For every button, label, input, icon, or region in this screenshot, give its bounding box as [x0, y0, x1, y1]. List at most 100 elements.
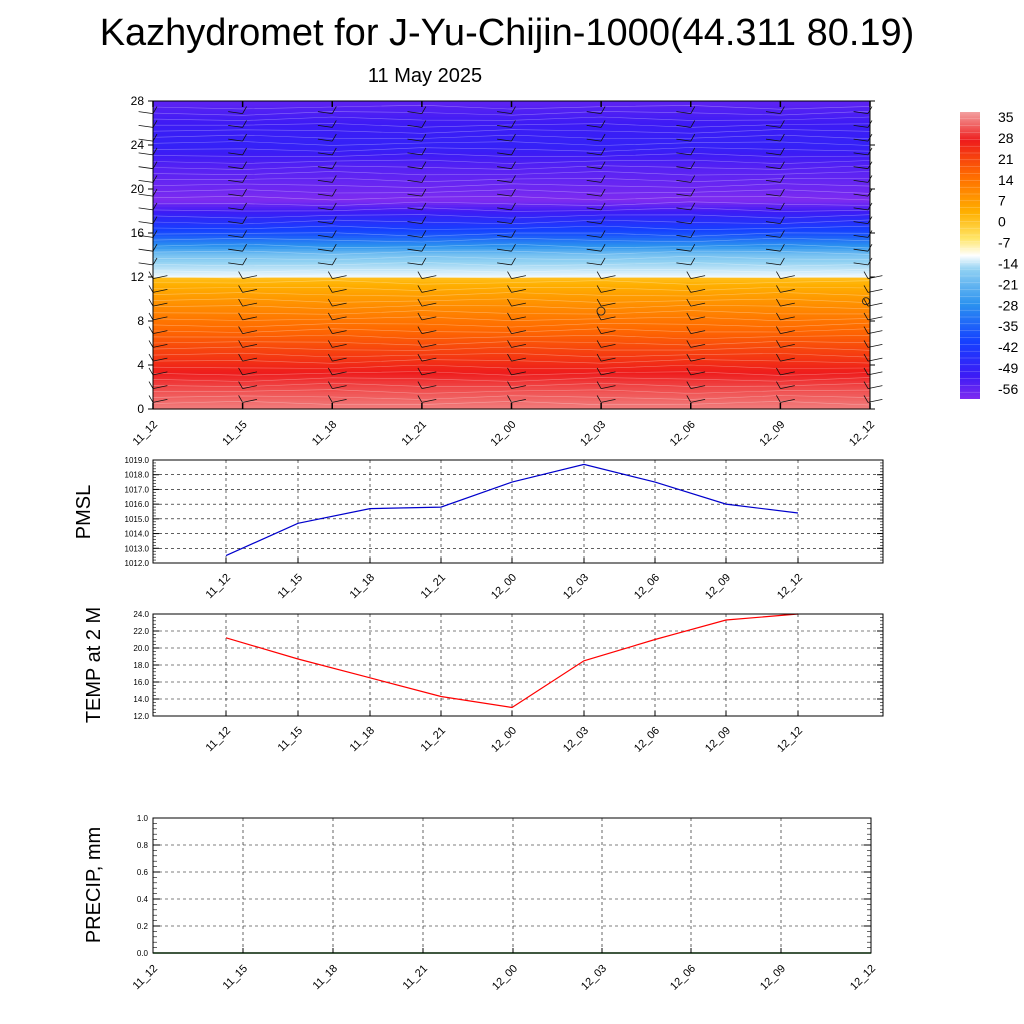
y-tick-label: 0.8	[137, 841, 149, 850]
colorbar-label: -42	[998, 339, 1018, 355]
wind-barb-flag	[686, 298, 692, 307]
wind-barb	[586, 152, 602, 156]
wind-barb	[317, 235, 333, 238]
temperature-contour	[152, 189, 871, 194]
wind-barb	[690, 275, 706, 279]
temperature-band	[153, 241, 870, 245]
temperature-band	[153, 224, 870, 227]
wind-barb	[690, 330, 706, 334]
temperature-band	[153, 378, 870, 381]
temperature-contour	[152, 232, 871, 237]
wind-barb	[601, 399, 616, 403]
wind-barb	[228, 138, 243, 142]
temperature-band	[153, 211, 870, 214]
wind-barb-flag	[238, 395, 243, 403]
wind-barb	[765, 221, 781, 224]
wind-barb-flag	[776, 326, 781, 334]
wind-barb	[421, 302, 437, 307]
wind-barb-flag	[780, 216, 785, 224]
wind-barb-flag	[421, 244, 427, 252]
wind-barb-flag	[417, 312, 423, 321]
wind-barb-flag	[776, 340, 781, 348]
temperature-band	[153, 279, 870, 282]
temperature-band	[153, 171, 870, 175]
wind-barb	[421, 357, 437, 362]
wind-barb	[586, 138, 602, 142]
y-tick-label: 20	[131, 182, 145, 196]
wind-barb-flag	[327, 340, 333, 348]
temperature-contour	[152, 268, 871, 273]
wind-barb-flag	[148, 395, 154, 403]
temperature-band	[153, 197, 870, 201]
temperature-band	[153, 389, 870, 392]
temperature-band	[153, 261, 870, 265]
x-tick-label: 11_21	[401, 963, 431, 993]
wind-barb-flag	[238, 340, 243, 348]
wind-barb	[765, 193, 781, 197]
wind-barb-flag	[331, 106, 337, 114]
wind-barb-flag	[863, 271, 869, 279]
wind-barb	[152, 316, 168, 321]
pmsl-frame	[152, 459, 884, 564]
wind-barb-flag	[327, 271, 333, 279]
temperature-band	[153, 145, 870, 148]
wind-barb	[586, 166, 602, 170]
temperature-contour	[152, 207, 871, 212]
wind-barb	[497, 193, 512, 197]
wind-barb	[690, 302, 706, 307]
wind-barb-flag	[331, 161, 337, 169]
wind-barb	[242, 275, 258, 279]
wind-barb	[138, 193, 154, 197]
wind-barb-flag	[863, 285, 869, 293]
wind-barb-flag	[417, 353, 423, 362]
temperature-band	[153, 301, 870, 304]
wind-barb	[601, 275, 616, 279]
wind-barb-flag	[776, 312, 781, 321]
x-tick-label: 12_00	[490, 963, 520, 993]
wind-barb	[317, 221, 333, 224]
temperature-contour	[152, 322, 871, 328]
wind-barb	[690, 316, 706, 321]
x-tick-label: 12_03	[561, 725, 591, 755]
y-tick-label: 1012.0	[125, 559, 150, 568]
temperature-band	[153, 202, 870, 205]
wind-barb	[317, 111, 333, 114]
wind-barb-flag	[507, 381, 512, 389]
y-tick-label: 4	[137, 358, 144, 372]
wind-barb	[586, 180, 602, 183]
temperature-contour	[152, 110, 871, 116]
wind-barb	[332, 371, 347, 376]
temperature-band	[153, 365, 870, 368]
wind-barb-flag	[596, 395, 602, 403]
pmsl-panel: 1012.0 1013.0 1014.0 1015.0 1016.0 1017.0 1018…	[73, 456, 884, 602]
wind-barb	[138, 262, 154, 266]
wind-barb	[228, 235, 243, 238]
temperature-band	[153, 244, 870, 247]
wind-barb-flag	[780, 202, 785, 211]
wind-barb	[586, 125, 602, 128]
wind-barb	[765, 111, 781, 114]
wind-barb-flag	[690, 230, 696, 238]
wind-barb	[332, 302, 347, 307]
temperature-band	[153, 215, 870, 219]
wind-barb	[853, 248, 869, 252]
wind-barb-flag	[421, 216, 427, 224]
temperature-band	[153, 184, 870, 188]
temperature-contour	[152, 310, 871, 315]
wind-barb	[138, 125, 154, 128]
wind-barb	[765, 207, 781, 211]
wind-barb	[228, 248, 243, 252]
y-tick-label: 24	[131, 138, 145, 152]
x-tick-label: 11_21	[419, 725, 449, 755]
wind-barb-flag	[686, 381, 692, 389]
cross-section-panel: 0 4 8 12 16 20 24 28 11_12 11_15 11_18 11_21 12_00 1…	[131, 94, 883, 449]
temperature-band	[153, 334, 870, 337]
wind-barb-flag	[511, 147, 516, 156]
wind-barb	[138, 166, 154, 170]
wind-barb-flag	[421, 133, 427, 142]
wind-barb	[853, 262, 869, 266]
temperature-band	[153, 217, 870, 221]
colorbar-label: -14	[998, 255, 1018, 271]
temperature-contour	[152, 382, 871, 388]
wind-barb-flag	[327, 395, 333, 403]
